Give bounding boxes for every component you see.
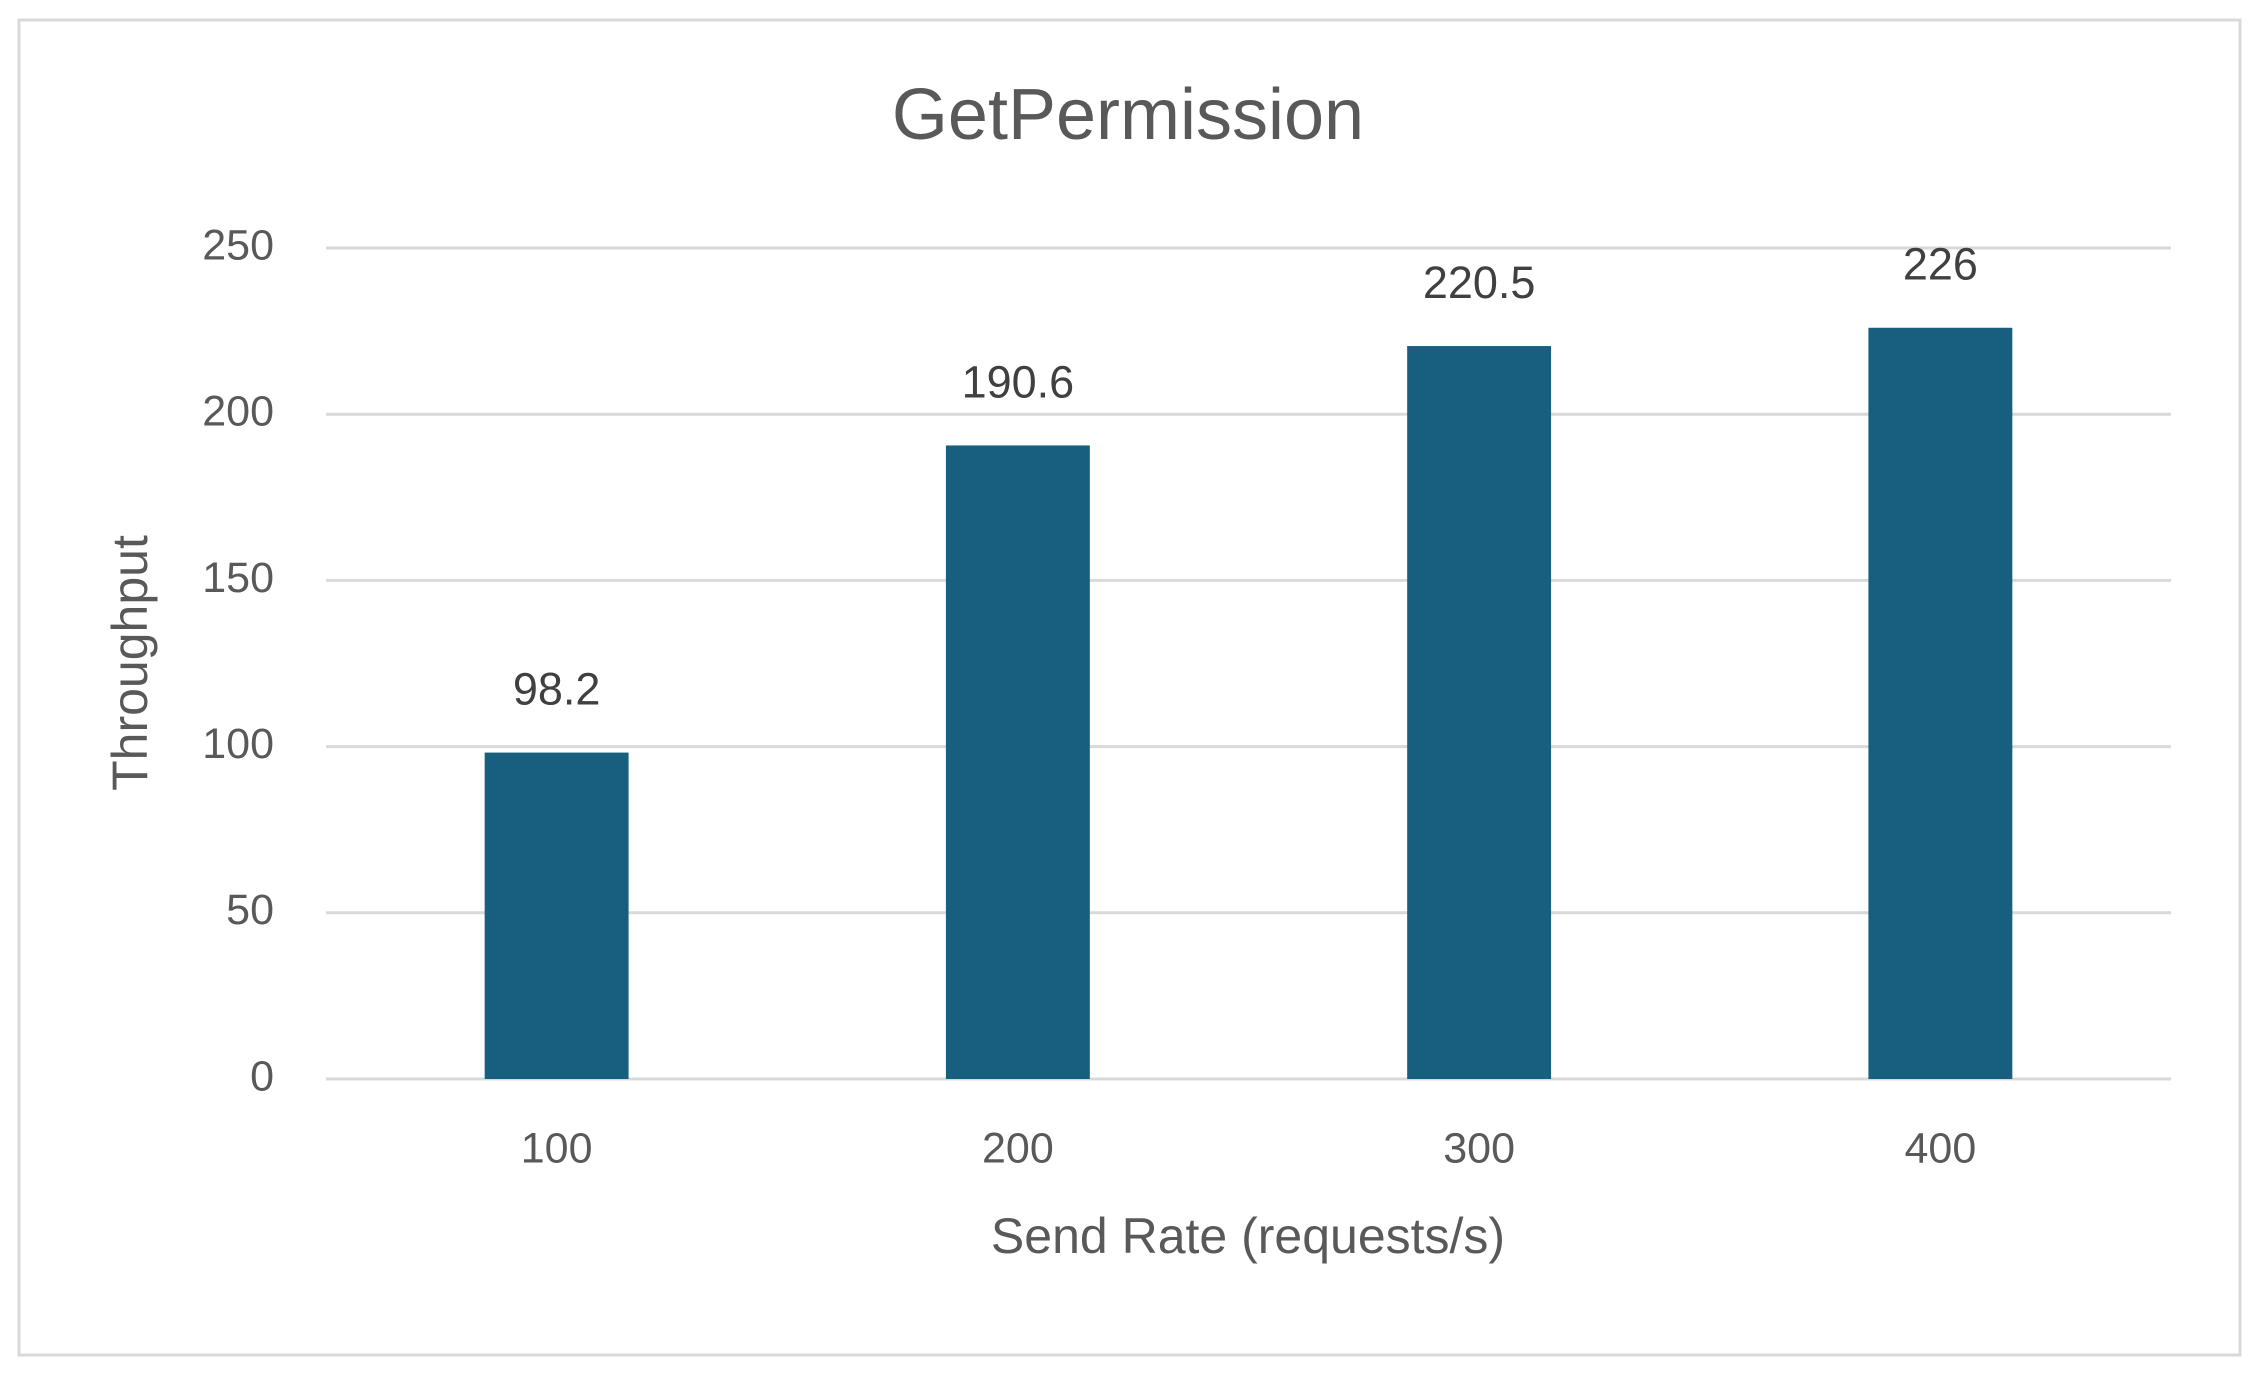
y-tick-label: 150	[202, 554, 274, 602]
y-tick-label: 250	[202, 221, 274, 269]
x-tick-label: 100	[521, 1124, 593, 1172]
bar	[484, 752, 629, 1079]
data-label: 220.5	[1423, 257, 1536, 308]
x-axis-title: Send Rate (requests/s)	[991, 1208, 1505, 1264]
bar	[1868, 327, 2013, 1079]
x-tick-label: 300	[1443, 1124, 1515, 1172]
x-tick-label: 200	[982, 1124, 1054, 1172]
chart-title: GetPermission	[892, 75, 1364, 155]
bar	[1407, 346, 1552, 1080]
data-label: 190.6	[962, 356, 1075, 407]
y-tick-label: 200	[202, 388, 274, 436]
bar	[945, 445, 1090, 1080]
x-tick-label: 400	[1905, 1124, 1977, 1172]
y-tick-label: 100	[202, 720, 274, 768]
data-label: 226	[1903, 239, 1978, 290]
data-label: 98.2	[513, 663, 601, 714]
y-tick-label: 0	[250, 1052, 274, 1100]
y-axis-title: Throughput	[102, 535, 158, 791]
y-tick-label: 50	[226, 886, 274, 934]
